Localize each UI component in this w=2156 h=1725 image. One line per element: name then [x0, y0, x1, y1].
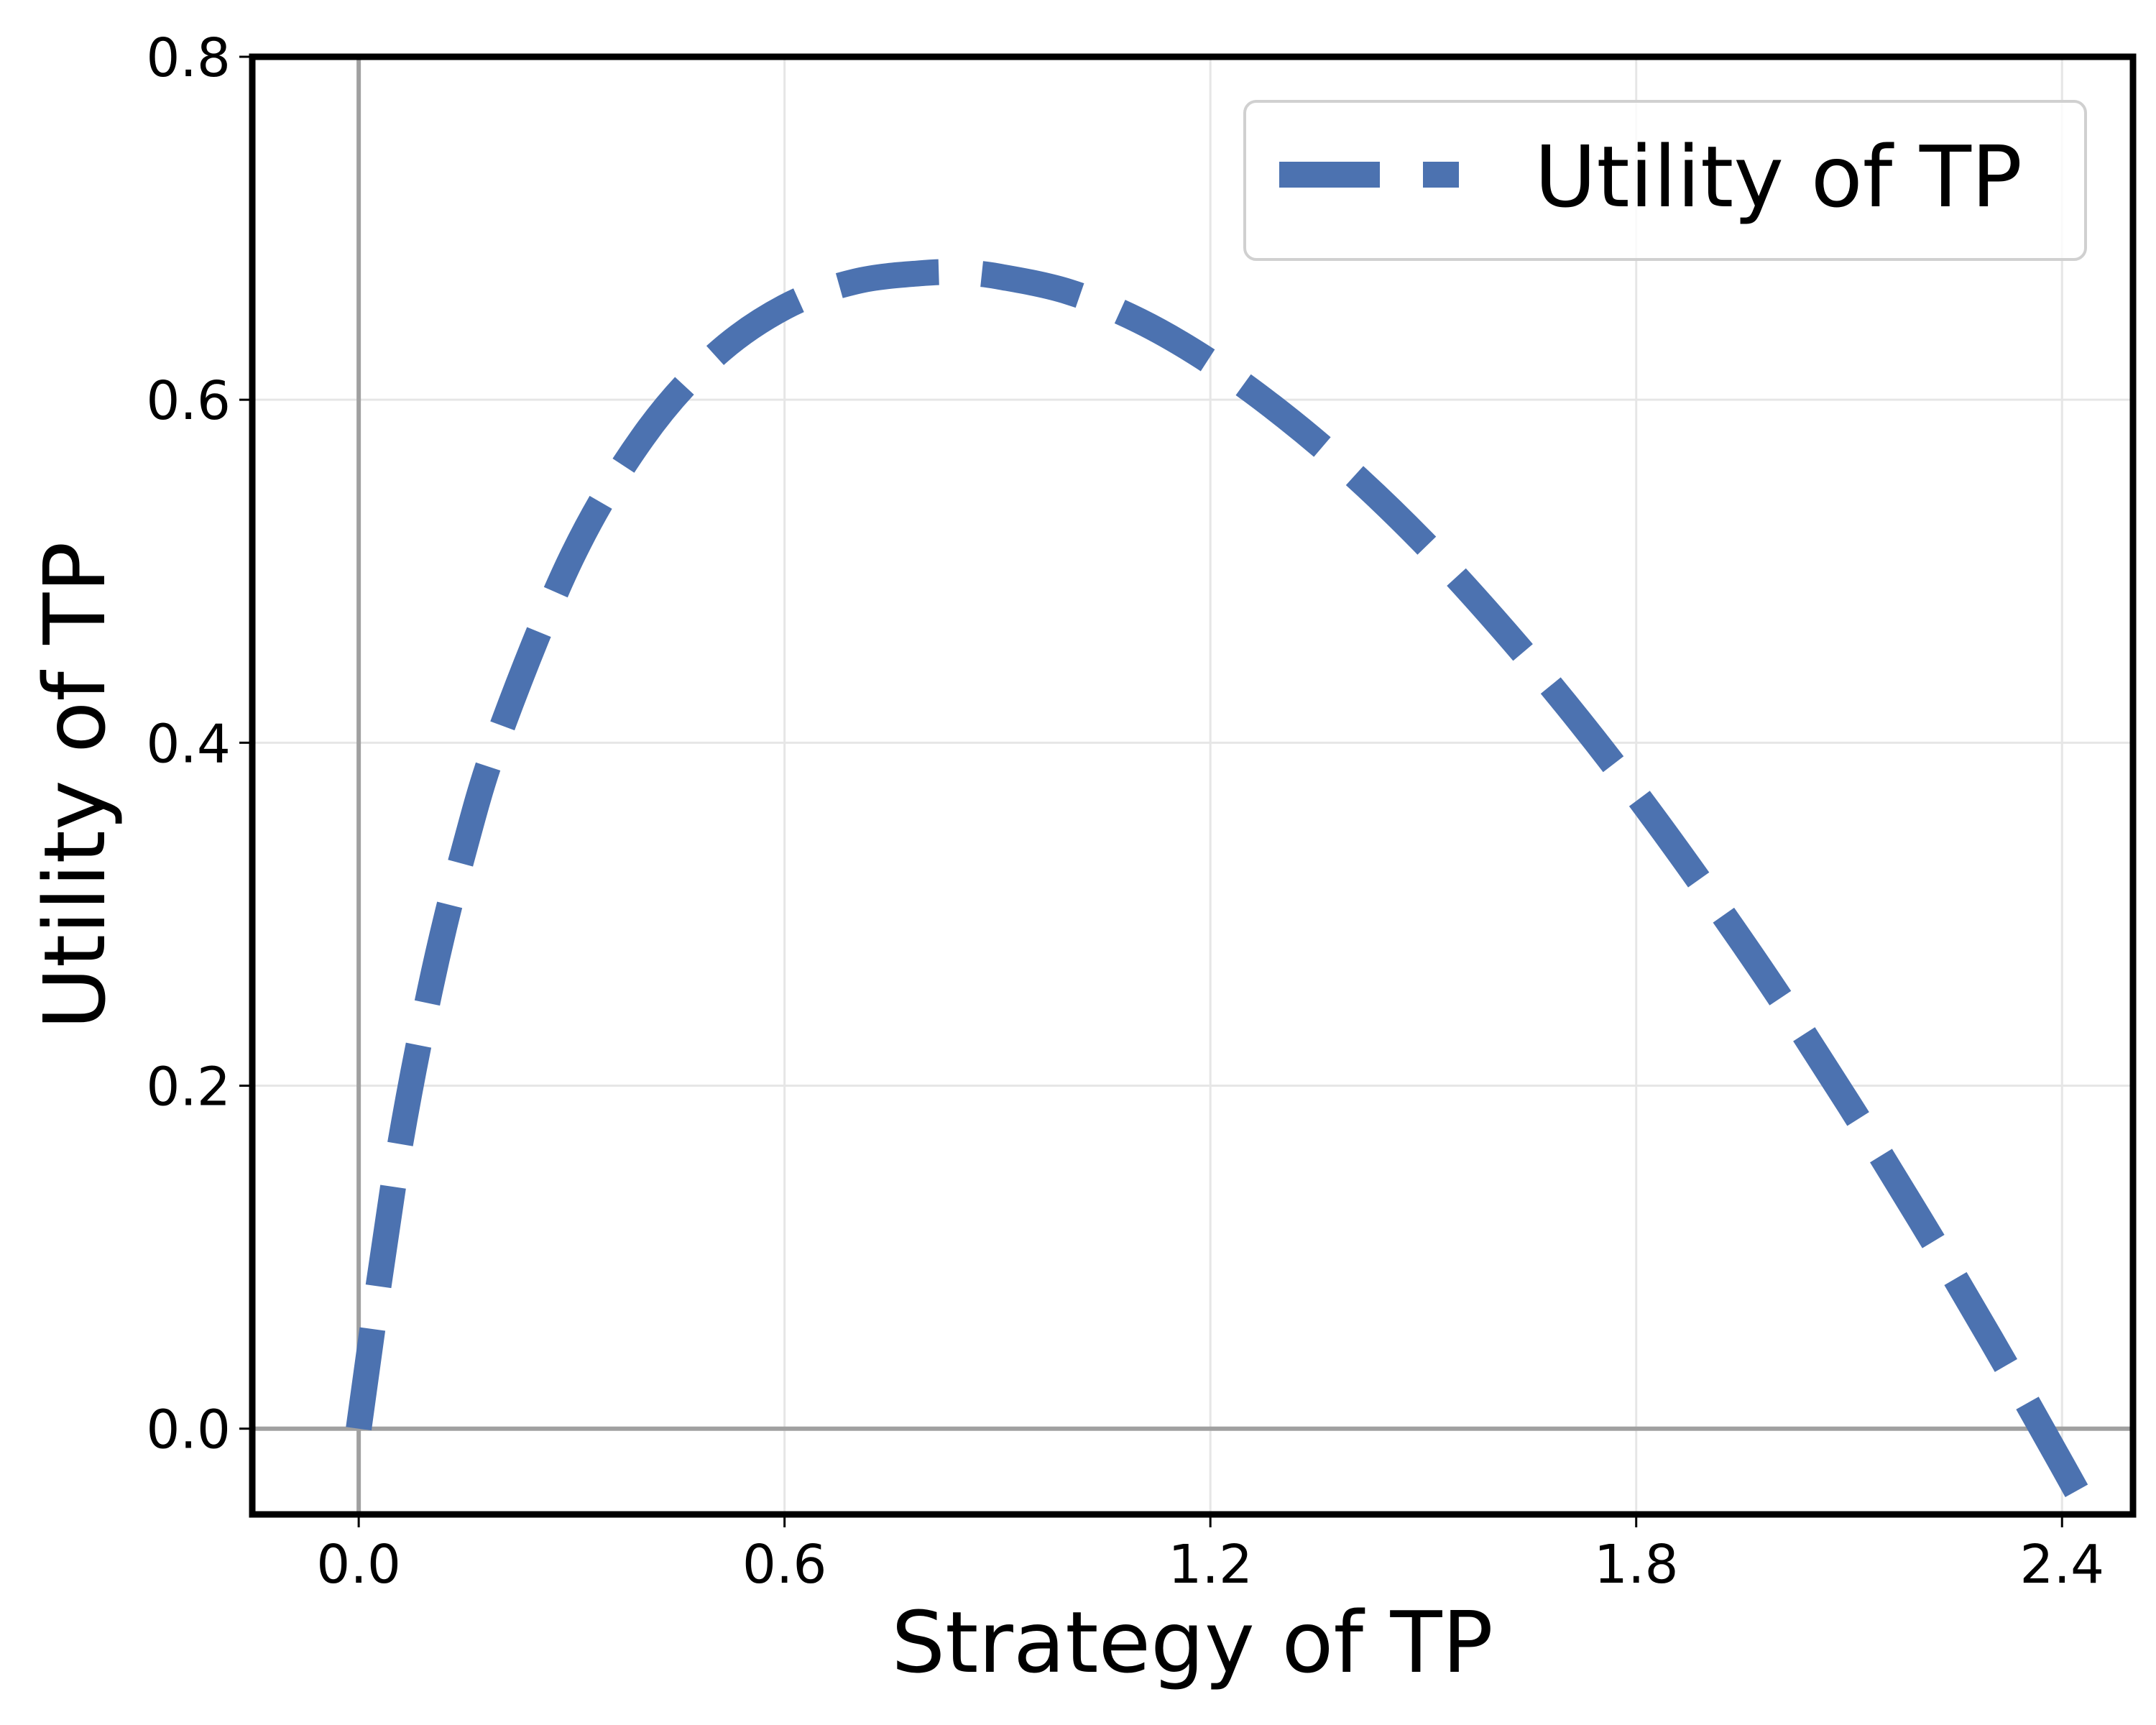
legend: Utility of TP [1243, 100, 2087, 261]
y-tick-label-1: 0.2 [146, 1057, 231, 1118]
x-tick-label-2: 1.2 [1168, 1534, 1253, 1596]
x-tick-label-4: 2.4 [2019, 1534, 2104, 1596]
series-layer [346, 259, 2105, 1514]
legend-box [1243, 100, 2087, 261]
legend-label-utility-of-tp: Utility of TP [1534, 127, 2022, 226]
x-axis-title: Strategy of TP [891, 1593, 1493, 1692]
series-line-0 [346, 259, 2105, 1514]
x-tick-label-1: 0.6 [742, 1534, 827, 1596]
y-tick-label-2: 0.4 [146, 713, 231, 775]
y-axis-title: Utility of TP [25, 541, 124, 1029]
y-tick-label-0: 0.0 [146, 1399, 231, 1461]
x-tick-label-3: 1.8 [1594, 1534, 1679, 1596]
plot-frame [249, 53, 2137, 1518]
y-tick-label-3: 0.6 [146, 370, 231, 432]
reference-lines [252, 57, 2133, 1514]
x-axis-ticks: 0.0 0.6 1.2 1.8 2.4 [316, 1517, 2104, 1596]
x-tick-label-0: 0.0 [316, 1534, 401, 1596]
y-axis-ticks: 0.0 0.2 0.4 0.6 0.8 [146, 27, 249, 1461]
y-tick-label-4: 0.8 [146, 27, 231, 89]
